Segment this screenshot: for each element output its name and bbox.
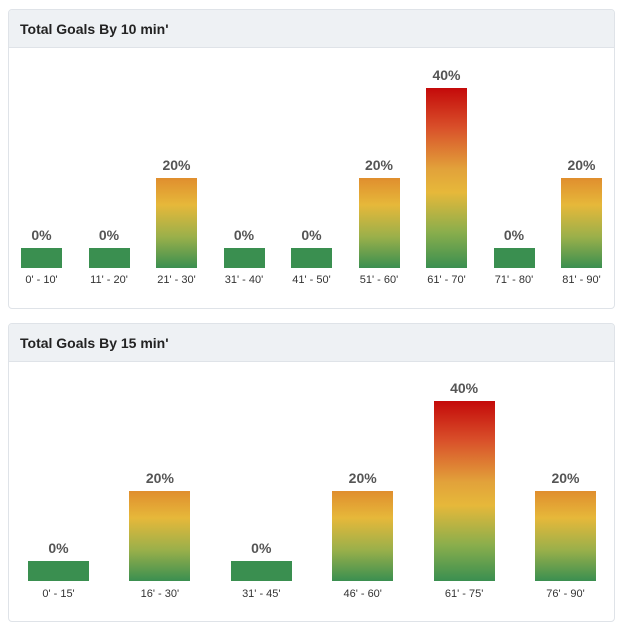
bar-value-label: 40% <box>450 380 479 396</box>
bar <box>561 178 602 268</box>
bar-group: 0% 11' - 20' <box>88 48 130 308</box>
category-label: 46' - 60' <box>343 588 382 600</box>
bar-group: 0% 0' - 15' <box>28 362 89 621</box>
category-label: 31' - 40' <box>224 274 264 286</box>
bar-group: 0% 41' - 50' <box>291 48 332 308</box>
category-label: 0' - 10' <box>25 274 58 286</box>
bar-value-label: 20% <box>162 157 191 173</box>
bar-group: 20% 51' - 60' <box>358 48 400 308</box>
bar <box>230 561 292 581</box>
bar-value-label: 40% <box>432 67 461 83</box>
category-label: 71' - 80' <box>494 274 534 286</box>
bar <box>426 88 467 268</box>
bar-group: 0% 31' - 40' <box>223 48 265 308</box>
bar <box>88 248 130 268</box>
category-label: 11' - 20' <box>90 274 128 286</box>
panel-title: Total Goals By 10 min' <box>9 10 614 48</box>
bar-group: 40% 61' - 70' <box>426 48 467 308</box>
goals-15min-chart: 0% 0' - 15' 20% 16' - 30' 0% 31' - 45' 20% 46' … <box>9 362 614 621</box>
bar-value-label: 0% <box>503 227 525 243</box>
bar <box>493 248 535 268</box>
bar-value-label: 20% <box>145 470 174 486</box>
bar <box>332 491 394 581</box>
bar-value-label: 0% <box>233 227 255 243</box>
bar-value-label: 0% <box>98 227 120 243</box>
bar-value-label: 20% <box>348 470 377 486</box>
bar <box>291 248 332 268</box>
bar-value-label: 0% <box>301 227 322 243</box>
category-label: 21' - 30' <box>157 274 196 286</box>
bar-group: 20% 46' - 60' <box>332 362 394 621</box>
category-label: 76' - 90' <box>546 588 585 600</box>
category-label: 31' - 45' <box>242 588 281 600</box>
bar-group: 20% 76' - 90' <box>535 362 596 621</box>
bar-value-label: 20% <box>567 157 596 173</box>
bar-value-label: 0% <box>251 540 272 556</box>
bar-group: 0% 71' - 80' <box>493 48 535 308</box>
bar <box>535 491 596 581</box>
bar-group: 0% 31' - 45' <box>230 362 292 621</box>
panel-title: Total Goals By 15 min' <box>9 324 614 362</box>
panel-goals-10min: Total Goals By 10 min' 0% 0' - 10' 0% 11' -… <box>8 9 615 309</box>
category-label: 81' - 90' <box>562 274 601 286</box>
bar-value-label: 20% <box>364 157 394 173</box>
panel-goals-15min: Total Goals By 15 min' 0% 0' - 15' 20% 16' … <box>8 323 615 622</box>
bar-value-label: 0% <box>31 227 52 243</box>
bar-group: 40% 61' - 75' <box>433 362 495 621</box>
bar <box>433 401 495 581</box>
category-label: 61' - 70' <box>427 274 466 286</box>
bar-group: 0% 0' - 10' <box>21 48 62 308</box>
bar <box>28 561 89 581</box>
bar <box>156 178 197 268</box>
bar <box>358 178 400 268</box>
category-label: 61' - 75' <box>444 588 484 600</box>
goals-10min-chart: 0% 0' - 10' 0% 11' - 20' 20% 21' - 30' 0% 31' -… <box>9 48 614 308</box>
bar <box>129 491 191 581</box>
category-label: 16' - 30' <box>140 588 180 600</box>
bar-value-label: 0% <box>48 540 69 556</box>
bar <box>223 248 265 268</box>
bar-group: 20% 16' - 30' <box>129 362 191 621</box>
category-label: 51' - 60' <box>359 274 399 286</box>
category-label: 41' - 50' <box>292 274 331 286</box>
bar-value-label: 20% <box>551 470 580 486</box>
bar <box>21 248 62 268</box>
category-label: 0' - 15' <box>42 588 75 600</box>
bar-group: 20% 21' - 30' <box>156 48 197 308</box>
bar-group: 20% 81' - 90' <box>561 48 602 308</box>
